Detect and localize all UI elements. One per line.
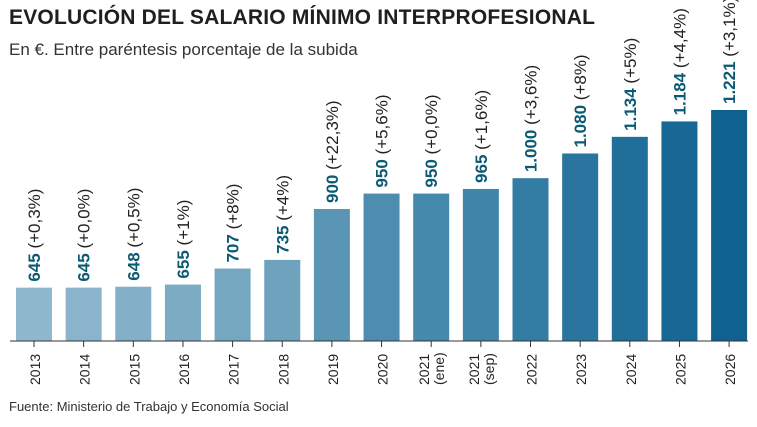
category-label-14: 2026	[722, 354, 738, 385]
pct-label: (+22,3%)	[323, 100, 342, 174]
value-label: 1.134	[621, 88, 640, 131]
category-line: 2022	[524, 354, 540, 385]
pct-label: (+3,1%)	[720, 0, 739, 61]
pct-label: (+8%)	[224, 184, 243, 235]
category-label-5: 2018	[275, 354, 291, 385]
pct-label: (+0,0%)	[75, 189, 94, 254]
category-line: 2021	[466, 354, 482, 385]
value-label: 707	[224, 234, 243, 262]
pct-label: (+4,4%)	[670, 8, 689, 73]
category-line: 2020	[375, 354, 391, 385]
chart-subtitle: En €. Entre paréntesis porcentaje de la …	[9, 40, 358, 59]
pct-label: (+4%)	[273, 175, 292, 226]
bar-label-3: 655 (+1%)	[174, 200, 193, 279]
category-line: 2026	[722, 354, 738, 385]
category-line: (ene)	[431, 352, 447, 385]
category-line: 2016	[176, 354, 192, 385]
value-label: 900	[323, 175, 342, 203]
bar-7	[363, 193, 400, 341]
value-label: 1.080	[571, 105, 590, 148]
category-label-0: 2013	[27, 354, 43, 385]
pct-label: (+1%)	[174, 200, 193, 251]
bar-label-4: 707 (+8%)	[224, 184, 243, 263]
category-label-13: 2025	[672, 354, 688, 385]
pct-label: (+0,0%)	[422, 94, 441, 159]
chart-title: EVOLUCIÓN DEL SALARIO MÍNIMO INTERPROFES…	[9, 6, 596, 29]
bar-label-13: 1.184 (+4,4%)	[670, 8, 689, 115]
bar-2	[115, 286, 152, 341]
category-line: 2019	[325, 354, 341, 385]
category-line: 2025	[672, 354, 688, 385]
bar-label-6: 900 (+22,3%)	[323, 100, 342, 203]
category-line: 2013	[27, 354, 43, 385]
category-label-3: 2016	[176, 354, 192, 385]
value-label: 950	[373, 159, 392, 187]
category-label-1: 2014	[77, 354, 93, 385]
category-label-6: 2019	[325, 354, 341, 385]
bar-11	[562, 153, 599, 341]
bar-label-10: 1.000 (+3,6%)	[522, 65, 541, 172]
bar-5	[264, 259, 301, 341]
bar-4	[214, 268, 251, 341]
pct-label: (+1,6%)	[472, 90, 491, 155]
pct-label: (+0,3%)	[25, 189, 44, 254]
bar-label-1: 645 (+0,0%)	[75, 189, 94, 282]
bar-label-0: 645 (+0,3%)	[25, 189, 44, 282]
value-label: 735	[273, 226, 292, 254]
value-label: 648	[124, 252, 143, 280]
category-line: 2018	[275, 354, 291, 385]
value-label: 950	[422, 159, 441, 187]
pct-label: (+3,6%)	[522, 65, 541, 130]
bar-label-7: 950 (+5,6%)	[373, 94, 392, 187]
category-label-8: 2021(ene)	[416, 352, 447, 385]
bar-label-11: 1.080 (+8%)	[571, 54, 590, 147]
category-label-7: 2020	[375, 354, 391, 385]
category-line: 2023	[573, 354, 589, 385]
pct-label: (+0,5%)	[124, 188, 143, 253]
bar-1	[65, 287, 102, 341]
source-note: Fuente: Ministerio de Trabajo y Economía…	[9, 399, 289, 414]
bar-label-8: 950 (+0,0%)	[422, 94, 441, 187]
category-label-9: 2021(sep)	[466, 353, 497, 385]
bar-12	[611, 136, 648, 341]
category-label-12: 2024	[623, 354, 639, 385]
bar-label-14: 1.221 (+3,1%)	[720, 0, 739, 104]
category-label-11: 2023	[573, 354, 589, 385]
category-line: 2017	[226, 354, 242, 385]
category-line: 2024	[623, 354, 639, 385]
pct-label: (+8%)	[571, 54, 590, 105]
bar-14	[711, 110, 748, 342]
bar-9	[462, 188, 499, 341]
category-line: (sep)	[481, 353, 497, 385]
bar-0	[16, 287, 52, 341]
value-label: 1.000	[522, 130, 541, 173]
category-label-10: 2022	[524, 354, 540, 385]
category-label-2: 2015	[126, 354, 142, 385]
value-label: 645	[75, 253, 94, 281]
bar-label-2: 648 (+0,5%)	[124, 188, 143, 281]
bar-6	[313, 209, 350, 341]
value-label: 655	[174, 250, 193, 278]
category-label-4: 2017	[226, 354, 242, 385]
bar-label-5: 735 (+4%)	[273, 175, 292, 254]
value-label: 1.221	[720, 61, 739, 104]
category-line: 2014	[77, 354, 93, 385]
bar-label-12: 1.134 (+5%)	[621, 38, 640, 131]
value-label: 1.184	[670, 72, 689, 115]
value-label: 965	[472, 155, 491, 183]
bar-label-9: 965 (+1,6%)	[472, 90, 491, 183]
pct-label: (+5%)	[621, 38, 640, 89]
bar-3	[164, 284, 201, 341]
category-line: 2015	[126, 354, 142, 385]
pct-label: (+5,6%)	[373, 94, 392, 159]
bar-13	[661, 121, 698, 342]
category-line: 2021	[416, 354, 432, 385]
value-label: 645	[25, 253, 44, 281]
bar-10	[512, 178, 549, 341]
bar-8	[413, 193, 450, 341]
